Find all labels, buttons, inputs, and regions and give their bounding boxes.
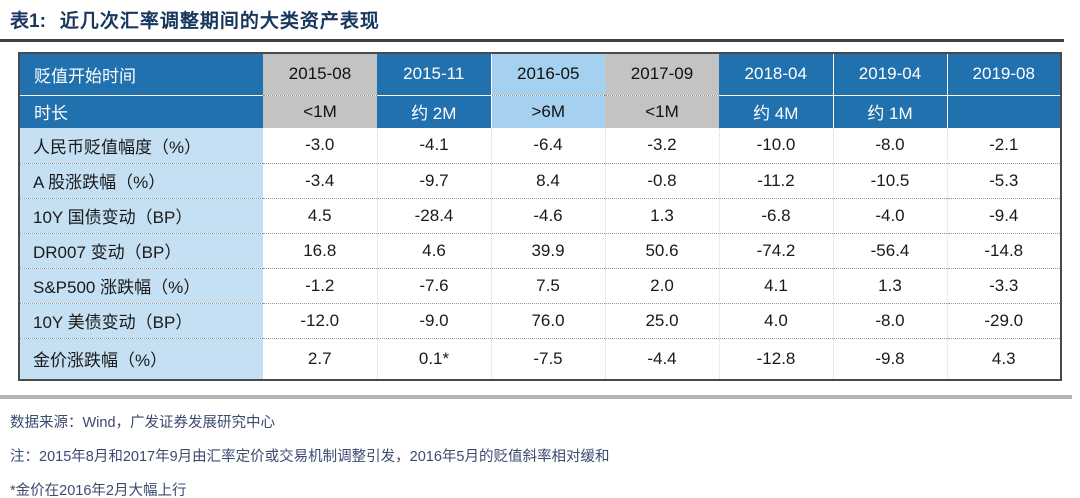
data-cell: 4.1 <box>718 267 833 303</box>
data-cell: 1.3 <box>604 197 719 233</box>
duration-cell: <1M <box>605 94 719 128</box>
table-row-a-shares: A 股涨跌幅（%） -3.4 -9.7 8.4 -0.8 -11.2 -10.5… <box>19 162 1061 198</box>
data-cell: 0.1* <box>376 337 491 380</box>
data-cell: -8.0 <box>832 302 947 338</box>
data-cell: -11.2 <box>718 162 833 198</box>
col-header-2017-09: 2017-09 <box>605 53 719 95</box>
row-label: 10Y 美债变动（BP） <box>19 302 263 338</box>
data-cell: -29.0 <box>946 302 1061 338</box>
data-cell: -12.0 <box>263 302 377 338</box>
data-cell: -8.0 <box>832 128 947 163</box>
duration-cell: 约 4M <box>719 94 833 128</box>
table-row-sp500: S&P500 涨跌幅（%） -1.2 -7.6 7.5 2.0 4.1 1.3 … <box>19 267 1061 303</box>
data-cell: 16.8 <box>263 232 377 268</box>
header-row-dates: 贬值开始时间 2015-08 2015-11 2016-05 2017-09 2… <box>19 53 1061 95</box>
data-cell: -10.0 <box>718 128 833 163</box>
col-header-2018-04: 2018-04 <box>719 53 833 95</box>
data-cell: -4.6 <box>490 197 605 233</box>
duration-cell <box>946 94 1061 128</box>
row-label: 金价涨跌幅（%） <box>19 337 263 380</box>
data-cell: -1.2 <box>263 267 377 303</box>
data-cell: -28.4 <box>376 197 491 233</box>
table-row-gold: 金价涨跌幅（%） 2.7 0.1* -7.5 -4.4 -12.8 -9.8 4… <box>19 337 1061 380</box>
data-cell: -4.4 <box>604 337 719 380</box>
data-cell: -6.8 <box>718 197 833 233</box>
data-cell: 1.3 <box>832 267 947 303</box>
table-row-dr007: DR007 变动（BP） 16.8 4.6 39.9 50.6 -74.2 -5… <box>19 232 1061 268</box>
duration-cell: >6M <box>490 94 605 128</box>
data-cell: -3.4 <box>263 162 377 198</box>
title-divider <box>0 39 1064 42</box>
asset-performance-table: 贬值开始时间 2015-08 2015-11 2016-05 2017-09 2… <box>18 52 1062 381</box>
table-row-cny-depreciation: 人民币贬值幅度（%） -3.0 -4.1 -6.4 -3.2 -10.0 -8.… <box>19 128 1061 163</box>
data-cell: 2.0 <box>604 267 719 303</box>
data-cell: -3.2 <box>604 128 719 163</box>
data-cell: 76.0 <box>490 302 605 338</box>
data-cell: 7.5 <box>490 267 605 303</box>
note-text: 注：2015年8月和2017年9月由汇率定价或交易机制调整引发，2016年5月的… <box>10 449 610 465</box>
header-start-time-label: 贬值开始时间 <box>19 53 263 95</box>
header-row-durations: 时长 <1M 约 2M >6M <1M 约 4M 约 1M <box>19 94 1061 128</box>
data-cell: -9.7 <box>376 162 491 198</box>
data-cell: -7.5 <box>490 337 605 380</box>
footer-divider <box>0 395 1072 399</box>
col-header-2015-11: 2015-11 <box>377 53 491 95</box>
data-cell: 4.0 <box>718 302 833 338</box>
table-row-10y-cgb: 10Y 国债变动（BP） 4.5 -28.4 -4.6 1.3 -6.8 -4.… <box>19 197 1061 233</box>
col-header-2019-04: 2019-04 <box>832 53 947 95</box>
data-cell: -14.8 <box>946 232 1061 268</box>
data-cell: -7.6 <box>376 267 491 303</box>
data-cell: -4.1 <box>376 128 491 163</box>
table-number-tag: 表1: <box>10 11 46 32</box>
table-title-text: 近几次汇率调整期间的大类资产表现 <box>59 11 380 32</box>
data-cell: -56.4 <box>832 232 947 268</box>
data-cell: -12.8 <box>718 337 833 380</box>
row-label: A 股涨跌幅（%） <box>19 162 263 198</box>
data-cell: 50.6 <box>604 232 719 268</box>
data-cell: 2.7 <box>263 337 377 380</box>
data-cell: 8.4 <box>490 162 605 198</box>
data-cell: -9.0 <box>376 302 491 338</box>
row-label: 10Y 国债变动（BP） <box>19 197 263 233</box>
data-cell: -9.4 <box>946 197 1061 233</box>
row-label: 人民币贬值幅度（%） <box>19 128 263 163</box>
data-cell: -4.0 <box>832 197 947 233</box>
data-cell: -3.0 <box>263 128 377 163</box>
data-cell: -5.3 <box>946 162 1061 198</box>
footnote-text: *金价在2016年2月大幅上行 <box>10 483 187 498</box>
duration-cell: 约 2M <box>377 94 491 128</box>
data-cell: -74.2 <box>718 232 833 268</box>
asset-performance-table-wrap: 贬值开始时间 2015-08 2015-11 2016-05 2017-09 2… <box>18 52 1080 381</box>
data-cell: -10.5 <box>832 162 947 198</box>
data-cell: 4.6 <box>376 232 491 268</box>
data-cell: -6.4 <box>490 128 605 163</box>
data-cell: -2.1 <box>946 128 1061 163</box>
data-source-text: 数据来源：Wind，广发证券发展研究中心 <box>10 415 276 431</box>
duration-cell: <1M <box>263 94 377 128</box>
col-header-2015-08: 2015-08 <box>263 53 377 95</box>
duration-cell: 约 1M <box>832 94 947 128</box>
data-cell: 25.0 <box>604 302 719 338</box>
row-label: DR007 变动（BP） <box>19 232 263 268</box>
data-cell: -0.8 <box>604 162 719 198</box>
header-duration-label: 时长 <box>19 94 263 128</box>
data-cell: -3.3 <box>946 267 1061 303</box>
data-cell: -9.8 <box>832 337 947 380</box>
row-label: S&P500 涨跌幅（%） <box>19 267 263 303</box>
data-cell: 4.5 <box>263 197 377 233</box>
table-row-10y-ust: 10Y 美债变动（BP） -12.0 -9.0 76.0 25.0 4.0 -8… <box>19 302 1061 338</box>
col-header-2019-08: 2019-08 <box>946 53 1061 95</box>
data-cell: 39.9 <box>490 232 605 268</box>
data-cell: 4.3 <box>946 337 1061 380</box>
table-title: 表1: 近几次汇率调整期间的大类资产表现 <box>0 0 1080 33</box>
col-header-2016-05: 2016-05 <box>490 53 605 95</box>
